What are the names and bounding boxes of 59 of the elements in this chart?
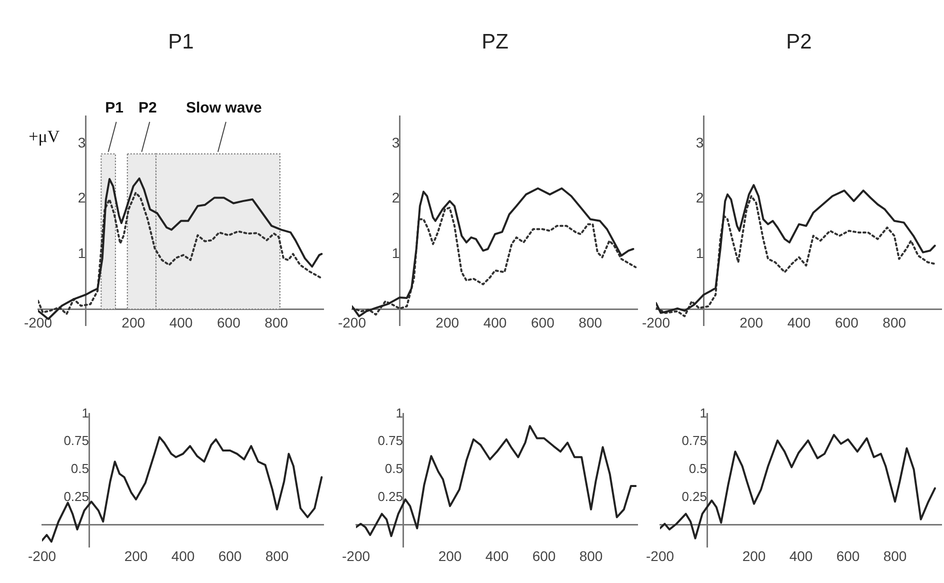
- x-tick-label: 400: [171, 548, 195, 564]
- y-tick-label: 3: [696, 134, 704, 151]
- x-tick-label: 600: [532, 548, 556, 564]
- x-tick-label: 800: [882, 314, 906, 330]
- y-axis-title: +μV: [28, 127, 60, 146]
- x-tick-label: 200: [124, 548, 148, 564]
- y-tick-label: 3: [392, 134, 400, 151]
- x-tick-label: -200: [24, 314, 52, 330]
- x-tick-label: 400: [789, 548, 813, 564]
- y-tick-label: 1: [392, 244, 400, 261]
- x-tick-label: 600: [216, 314, 241, 330]
- x-tick-label: -200: [646, 548, 674, 564]
- x-tick-label: 200: [122, 314, 146, 330]
- y-tick-label: 0.5: [688, 460, 708, 476]
- x-tick-label: -200: [338, 314, 366, 330]
- x-tick-label: 600: [834, 314, 859, 330]
- x-tick-label: 600: [218, 548, 242, 564]
- x-tick-label: 800: [578, 314, 602, 330]
- line-series: [352, 206, 637, 316]
- x-tick-label: 200: [436, 314, 460, 330]
- x-tick-label: 800: [883, 548, 907, 564]
- y-tick-label: 1: [82, 405, 90, 420]
- y-tick-label: 0.25: [378, 488, 404, 504]
- chart-title: PZ: [482, 30, 509, 54]
- chart-title: P2: [786, 30, 812, 54]
- y-tick-label: 0.75: [378, 433, 404, 448]
- x-tick-label: 400: [485, 548, 509, 564]
- y-tick-label: 0.75: [64, 433, 90, 448]
- x-tick-label: -200: [642, 314, 670, 330]
- y-tick-label: 2: [696, 190, 704, 206]
- x-tick-label: 400: [787, 314, 811, 330]
- x-tick-label: -200: [342, 548, 370, 564]
- y-tick-label: 1: [700, 405, 708, 420]
- band-label: Slow wave: [186, 100, 262, 117]
- x-tick-label: 800: [579, 548, 603, 564]
- x-tick-label: 200: [438, 548, 462, 564]
- y-tick-label: 0.5: [384, 460, 404, 476]
- x-tick-label: 200: [740, 314, 764, 330]
- x-tick-label: 400: [483, 314, 507, 330]
- y-tick-label: 3: [78, 134, 86, 151]
- x-tick-label: 200: [742, 548, 766, 564]
- y-tick-label: 0.5: [70, 460, 90, 476]
- x-tick-label: 400: [169, 314, 193, 330]
- y-tick-label: 2: [78, 190, 86, 206]
- y-tick-label: 1: [78, 244, 86, 261]
- x-tick-label: 600: [530, 314, 555, 330]
- y-tick-label: 0.75: [682, 433, 708, 448]
- y-tick-label: 2: [392, 190, 400, 206]
- band-label: P2: [138, 100, 157, 117]
- y-tick-label: 0.25: [682, 488, 708, 504]
- band-label: P1: [105, 100, 124, 117]
- y-tick-label: 1: [696, 244, 704, 261]
- y-tick-label: 1: [396, 405, 404, 420]
- x-tick-label: 800: [265, 548, 289, 564]
- x-tick-label: 800: [264, 314, 288, 330]
- x-tick-label: -200: [28, 548, 56, 564]
- y-tick-label: 0.25: [64, 488, 90, 504]
- x-tick-label: 600: [836, 548, 860, 564]
- chart-title: P1: [168, 30, 194, 54]
